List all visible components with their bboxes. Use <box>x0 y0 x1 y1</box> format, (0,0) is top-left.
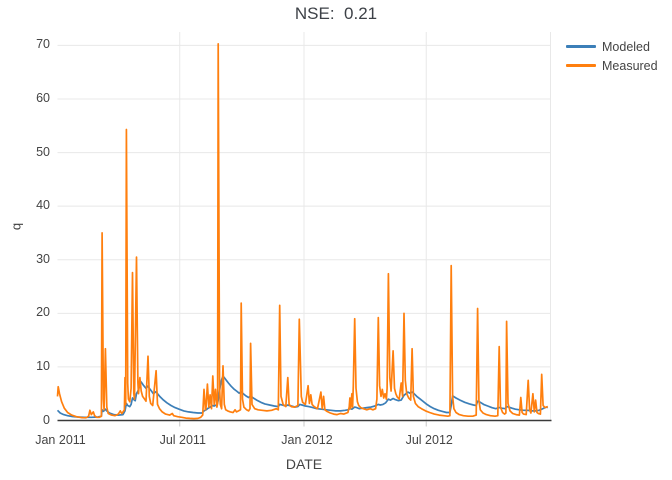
legend: Modeled Measured <box>566 37 658 75</box>
x-tick-label: Jul 2012 <box>405 432 453 447</box>
y-tick-label: 0 <box>43 412 50 427</box>
y-tick-label: 30 <box>36 251 50 266</box>
legend-item-modeled[interactable]: Modeled <box>566 37 658 56</box>
y-tick-label: 10 <box>36 358 50 373</box>
y-tick-label: 20 <box>36 305 50 320</box>
legend-label-measured: Measured <box>602 58 658 73</box>
x-tick-label: Jan 2012 <box>281 432 333 447</box>
chart-title: NSE: 0.21 <box>294 4 378 23</box>
y-tick-label: 70 <box>36 37 50 52</box>
legend-item-measured[interactable]: Measured <box>566 56 658 75</box>
y-tick-label: 40 <box>36 198 50 213</box>
y-tick-label: 50 <box>36 144 50 159</box>
legend-label-modeled: Modeled <box>602 39 650 54</box>
modeled-line-swatch <box>566 45 596 48</box>
series-line-measured[interactable] <box>56 42 549 420</box>
x-tick-label: Jul 2011 <box>159 432 206 447</box>
y-tick-label: 60 <box>36 90 50 105</box>
measured-line-swatch <box>566 64 596 67</box>
x-tick-label: Jan 2011 <box>35 432 86 447</box>
x-axis-label: DATE <box>285 456 323 472</box>
